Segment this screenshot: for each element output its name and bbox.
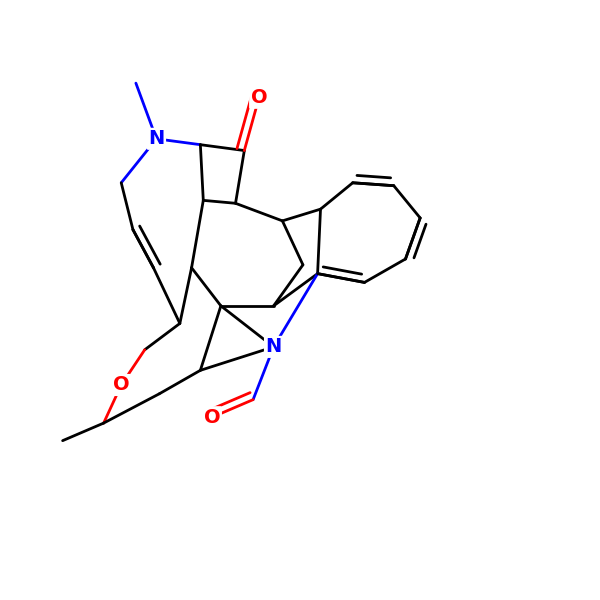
Text: O: O	[204, 408, 220, 427]
Text: O: O	[113, 376, 130, 394]
Text: N: N	[148, 130, 164, 148]
Text: O: O	[251, 88, 267, 107]
Text: N: N	[265, 337, 282, 356]
